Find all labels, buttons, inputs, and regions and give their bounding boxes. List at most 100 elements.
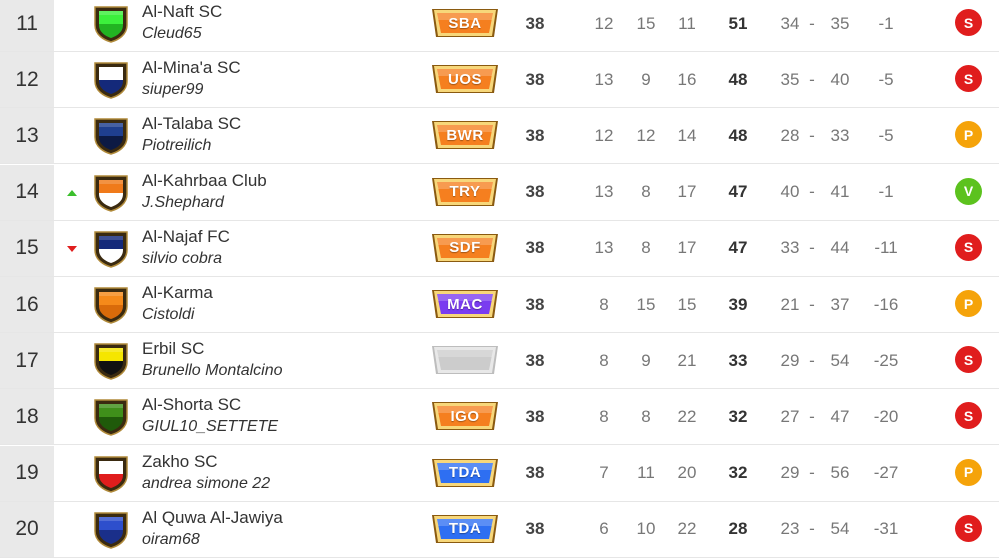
goals-against-cell: 47 (830, 406, 850, 426)
goals-for-cell: 29 (780, 463, 800, 483)
lost-cell: 17 (677, 238, 697, 258)
goal-difference-cell: -20 (873, 406, 899, 426)
table-row[interactable]: 16 Al-Karma Cistoldi MAC 38 8 15 15 39 21-37 -16 P (0, 277, 999, 333)
goals-against-cell: 41 (830, 182, 850, 202)
status-badge[interactable]: S (955, 346, 982, 374)
table-row[interactable]: 19 Zakho SC andrea simone 22 TDA 38 7 11 20 32 29… (0, 445, 999, 502)
goals-against-cell: 33 (830, 125, 850, 145)
table-row[interactable]: 11 Al-Naft SC Cleud65 SBA 38 12 15 11 51 34-35 -1 S (0, 0, 999, 52)
team-name[interactable]: Al-Talaba SC (142, 114, 242, 134)
points-cell: 39 (728, 294, 748, 314)
goals-separator: - (809, 463, 815, 483)
club-badge[interactable]: TRY (431, 175, 499, 209)
manager-name[interactable]: Brunello Montalcino (142, 362, 283, 380)
team-name[interactable]: Al-Mina'a SC (142, 58, 241, 78)
manager-name[interactable]: Piotreilich (142, 137, 212, 155)
club-badge-label: UOS (447, 70, 482, 88)
status-badge[interactable]: S (955, 9, 982, 36)
points-cell: 32 (728, 406, 748, 426)
lost-cell: 15 (677, 294, 697, 314)
team-name[interactable]: Al-Naft SC (142, 2, 223, 21)
table-row[interactable]: 17 Erbil SC Brunello Montalcino 38 8 9 21 33 29-… (0, 333, 999, 390)
status-badge[interactable]: S (955, 402, 982, 430)
goals-separator: - (809, 519, 815, 539)
club-badge[interactable]: UOS (431, 62, 499, 96)
goals-for-cell: 34 (780, 13, 800, 33)
manager-name[interactable]: J.Shephard (142, 193, 224, 211)
club-badge[interactable]: SDF (431, 231, 499, 265)
goal-difference-cell: -1 (878, 182, 894, 202)
manager-name[interactable]: andrea simone 22 (142, 474, 271, 492)
manager-name[interactable]: GIUL10_SETTETE (142, 418, 279, 436)
played-cell: 38 (525, 125, 545, 145)
team-name[interactable]: Al Quwa Al-Jawiya (142, 507, 283, 527)
team-name[interactable]: Al-Najaf FC (142, 226, 230, 246)
team-name[interactable]: Al-Shorta SC (142, 395, 242, 415)
manager-name[interactable]: Cistoldi (142, 306, 195, 323)
status-badge[interactable]: S (955, 514, 982, 542)
club-badge-label: SDF (449, 239, 481, 257)
manager-name[interactable]: Cleud65 (142, 25, 202, 42)
table-row[interactable]: 18 Al-Shorta SC GIUL10_SETTETE IGO 38 8 8 22 32 2… (0, 389, 999, 446)
goals-separator: - (809, 238, 815, 258)
manager-name[interactable]: silvio cobra (142, 249, 223, 267)
goal-difference-cell: -31 (873, 519, 899, 539)
status-badge[interactable]: P (955, 458, 982, 486)
won-cell: 12 (594, 13, 614, 33)
played-cell: 38 (525, 294, 545, 314)
goals-against-cell: 35 (830, 13, 850, 33)
team-name[interactable]: Al-Kahrbaa Club (142, 170, 267, 190)
club-badge[interactable]: SBA (431, 6, 499, 40)
shield-orange-icon (93, 286, 129, 324)
goals-separator: - (809, 182, 815, 202)
status-badge[interactable]: V (955, 177, 982, 205)
goals-for-cell: 23 (780, 519, 800, 539)
lost-cell: 21 (677, 350, 697, 370)
rank-cell: 13 (0, 108, 54, 164)
won-cell: 8 (599, 350, 609, 370)
status-badge[interactable]: S (955, 65, 982, 93)
table-row[interactable]: 12 Al-Mina'a SC siuper99 UOS 38 13 9 16 48 35-40 -… (0, 52, 999, 109)
goal-difference-cell: -25 (873, 350, 899, 370)
club-badge[interactable]: MAC (431, 287, 499, 321)
drawn-cell: 12 (636, 125, 656, 145)
club-badge[interactable]: IGO (431, 399, 499, 433)
table-row[interactable]: 20 Al Quwa Al-Jawiya oiram68 TDA 38 6 10 22 28 23… (0, 501, 999, 558)
won-cell: 6 (599, 519, 609, 539)
team-name[interactable]: Zakho SC (142, 451, 218, 471)
played-cell: 38 (525, 238, 545, 258)
club-badge[interactable]: BWR (431, 118, 499, 152)
goals-against-cell: 40 (830, 69, 850, 89)
shield-orange-white-icon (93, 174, 129, 212)
trend-down-icon (67, 245, 77, 252)
club-badge[interactable]: TDA (431, 512, 499, 546)
table-row[interactable]: 14 Al-Kahrbaa Club J.Shephard TRY 38 13 8 17 47 4… (0, 164, 999, 221)
points-cell: 47 (728, 182, 748, 202)
club-badge[interactable] (431, 343, 499, 377)
status-badge[interactable]: P (955, 290, 982, 317)
club-badge-label: TDA (448, 520, 482, 538)
won-cell: 8 (599, 406, 609, 426)
rank-cell: 11 (0, 0, 54, 51)
drawn-cell: 11 (637, 463, 655, 483)
rank-cell: 12 (0, 52, 54, 108)
goals-for-cell: 40 (780, 182, 800, 202)
team-name[interactable]: Al-Karma (142, 283, 213, 302)
goals-for-cell: 28 (780, 125, 800, 145)
club-badge[interactable]: TDA (431, 456, 499, 490)
manager-name[interactable]: siuper99 (142, 81, 204, 99)
drawn-cell: 10 (636, 519, 656, 539)
points-cell: 28 (728, 519, 748, 539)
status-badge[interactable]: S (955, 233, 982, 261)
rank-cell: 14 (0, 164, 54, 220)
team-name[interactable]: Erbil SC (142, 339, 205, 359)
won-cell: 7 (599, 463, 609, 483)
table-row[interactable]: 13 Al-Talaba SC Piotreilich BWR 38 12 12 14 48 28… (0, 108, 999, 165)
shield-yellow-black-icon (93, 342, 129, 380)
goals-separator: - (809, 13, 815, 33)
table-row[interactable]: 15 Al-Najaf FC silvio cobra SDF 38 13 8 17 47 33-… (0, 220, 999, 277)
club-badge-label: SBA (448, 14, 482, 32)
status-badge[interactable]: P (955, 121, 982, 149)
manager-name[interactable]: oiram68 (142, 530, 200, 548)
